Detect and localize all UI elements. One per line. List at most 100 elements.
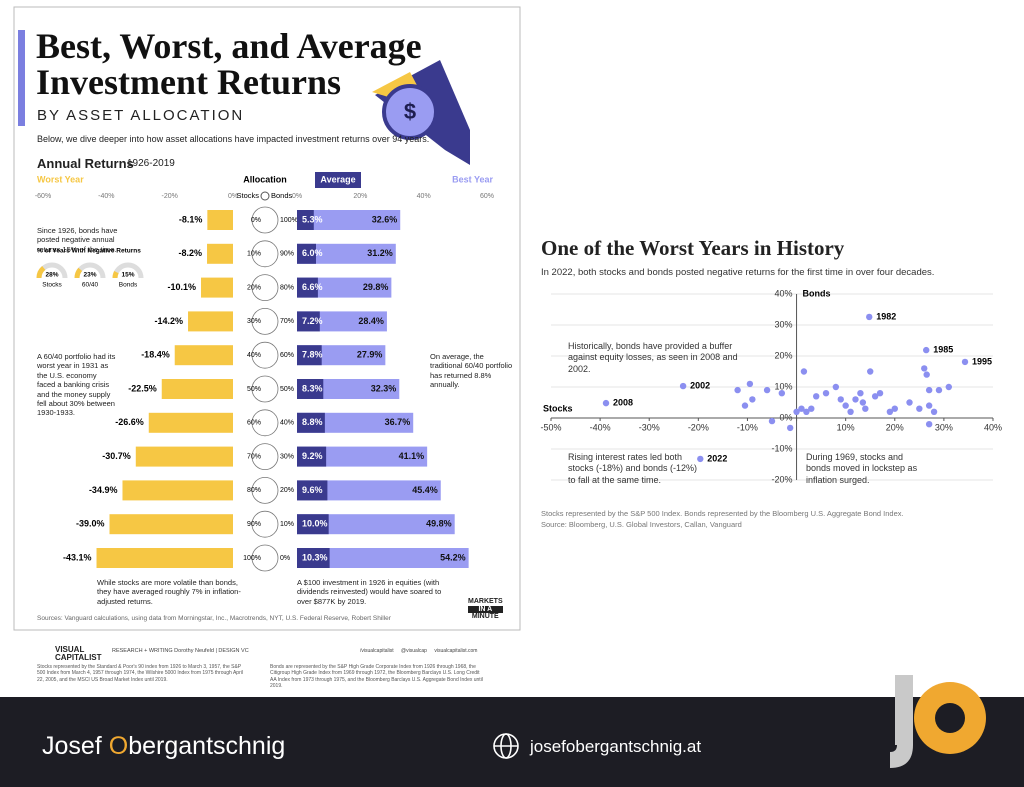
stock-allocation: 30% (247, 318, 261, 325)
average-label: 9.6% (302, 485, 323, 495)
worst-bar (135, 446, 233, 467)
best-bar (297, 210, 401, 230)
worst-label: -43.1% (63, 552, 92, 562)
y-tick-label: 40% (775, 288, 793, 298)
svg-text:$: $ (404, 99, 416, 124)
average-bar (297, 277, 318, 298)
section-title: Annual Returns (37, 156, 134, 171)
average-label: 6.0% (302, 248, 323, 258)
point (800, 368, 808, 375)
x-tick-label: 30% (935, 422, 953, 432)
point (859, 399, 867, 406)
y-axis-label: Bonds (803, 288, 831, 298)
average-bar (297, 345, 322, 366)
title-line: Investment Returns (36, 62, 341, 102)
point (906, 399, 913, 406)
allocation-icon (251, 544, 279, 572)
x-tick-label: 40% (417, 193, 431, 200)
average-bar (297, 379, 324, 399)
bond-allocation: 100% (280, 217, 298, 224)
best-bar (297, 480, 441, 501)
average-label: 8.8% (302, 417, 323, 427)
allocation-icon (251, 307, 279, 335)
worst-label: -34.9% (89, 485, 118, 495)
average-bar (297, 412, 325, 433)
point-label: 1995 (972, 356, 992, 366)
worst-bar (174, 345, 233, 366)
x-tick-label: -20% (688, 422, 709, 432)
stock-allocation: 50% (247, 386, 261, 393)
average-label: 7.2% (302, 316, 323, 326)
x-tick-label: -40% (590, 422, 611, 432)
best-label: 32.3% (371, 383, 397, 393)
average-label: 9.2% (302, 451, 323, 461)
bond-allocation: 20% (280, 487, 294, 494)
point (921, 365, 928, 372)
title: Best, Worst, and Average Investment Retur… (36, 28, 422, 100)
gauge-label: Stocks (42, 282, 62, 289)
bond-allocation: 90% (280, 251, 294, 258)
name-part: Josef (42, 732, 102, 760)
best-label: 32.6% (372, 214, 398, 224)
series-header: Worst Year (37, 174, 84, 184)
best-bar (297, 412, 414, 433)
stock-allocation: 90% (247, 521, 261, 528)
worst-bar (188, 311, 233, 332)
point (741, 402, 749, 409)
annotation: Rising interest rates led both stocks (-… (568, 452, 698, 485)
allocation-icon (251, 240, 279, 268)
point (832, 383, 840, 391)
gauge-fill (112, 270, 119, 279)
worst-bar (161, 379, 233, 399)
point (886, 408, 894, 415)
stocks-label: Stocks (236, 191, 259, 200)
average-bar (297, 480, 328, 501)
point (862, 405, 869, 412)
logo-line: MARKETS (468, 598, 503, 605)
bond-allocation: 60% (280, 352, 294, 359)
worst-label: -8.1% (179, 214, 203, 224)
social: visualcapitalist.com (434, 648, 478, 654)
bond-allocation: 70% (280, 318, 294, 325)
source: Source: Bloomberg, U.S. Global Investors… (541, 520, 742, 529)
average-bar (297, 311, 320, 332)
point (808, 405, 815, 412)
average-bar (297, 446, 327, 467)
point (871, 393, 879, 400)
best-bar (297, 514, 455, 535)
average-label: 8.3% (302, 383, 323, 393)
gauge-fill (36, 266, 46, 279)
best-label: 28.4% (358, 316, 384, 326)
y-tick-label: 10% (775, 381, 793, 391)
point (876, 390, 884, 397)
point (763, 386, 771, 394)
allocation-icon (251, 476, 279, 504)
point (916, 405, 923, 412)
average-label: 6.6% (302, 282, 323, 292)
x-tick-label: -50% (540, 422, 561, 432)
scatter-subtitle: In 2022, both stocks and bonds posted ne… (541, 267, 935, 278)
point (847, 408, 854, 415)
gauge-value: 23% (83, 272, 96, 279)
allocation-title: Allocation (243, 174, 287, 184)
allocation-icon (260, 191, 270, 201)
point-label: 2002 (690, 380, 710, 390)
point (891, 405, 898, 412)
allocation-icon (251, 341, 279, 369)
point (793, 408, 800, 415)
header-box (315, 172, 361, 188)
point (602, 399, 610, 407)
note: Since 1926, bonds have posted negative a… (37, 226, 118, 254)
best-label: 49.8% (426, 519, 452, 529)
worst-bar (122, 480, 233, 501)
point (822, 390, 830, 397)
best-label: 36.7% (385, 417, 411, 427)
worst-label: -22.5% (128, 383, 157, 393)
point (961, 358, 969, 366)
social: @visualcap (401, 648, 427, 654)
x-tick-label: -10% (737, 422, 758, 432)
stock-allocation: 20% (247, 284, 261, 291)
illustration: $ (372, 60, 470, 165)
point (768, 417, 776, 425)
